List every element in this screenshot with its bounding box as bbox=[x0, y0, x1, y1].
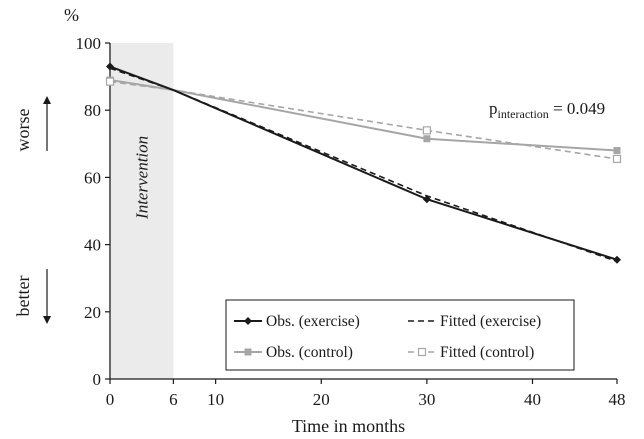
intervention-shaded-region bbox=[111, 43, 174, 379]
x-tick-label: 20 bbox=[313, 390, 330, 409]
x-tick-label: 40 bbox=[524, 390, 541, 409]
y-tick-label: 0 bbox=[93, 370, 102, 389]
better-indicator: better bbox=[13, 269, 51, 324]
intervention-label: Intervention bbox=[133, 136, 152, 220]
better-label: better bbox=[13, 276, 33, 317]
y-tick-label: 100 bbox=[76, 34, 102, 53]
series-line bbox=[109, 80, 618, 160]
series-line bbox=[109, 65, 618, 261]
y-axis-ticks: 0 20 40 60 80 100 bbox=[76, 34, 110, 389]
legend-item: Obs. (control) bbox=[234, 344, 353, 361]
p-subscript: interaction bbox=[498, 107, 549, 121]
x-tick-label: 0 bbox=[106, 390, 115, 409]
legend: Obs. (exercise) Fitted (exercise) Obs. (co… bbox=[225, 299, 575, 371]
series-fitted-control bbox=[105, 77, 622, 164]
p-value: = 0.049 bbox=[549, 99, 605, 118]
y-axis-title: % bbox=[64, 5, 79, 25]
legend-item: Obs. (exercise) bbox=[234, 313, 360, 330]
data-point bbox=[422, 195, 431, 204]
legend-swatch-marker bbox=[417, 347, 427, 357]
data-point bbox=[613, 255, 621, 264]
worse-arrow-head bbox=[43, 96, 51, 104]
x-tick-label: 10 bbox=[207, 390, 224, 409]
series-obs-exercise bbox=[106, 62, 621, 264]
y-tick-label: 20 bbox=[84, 303, 101, 322]
p-prefix: p bbox=[489, 99, 498, 118]
worse-indicator: worse bbox=[13, 96, 51, 152]
series-fitted-exercise bbox=[109, 67, 618, 263]
x-axis-title: Time in months bbox=[292, 416, 405, 436]
legend-label: Fitted (exercise) bbox=[440, 313, 541, 330]
data-point bbox=[422, 126, 431, 135]
legend-swatch-marker bbox=[244, 348, 252, 356]
y-tick-label: 40 bbox=[84, 236, 101, 255]
data-point bbox=[106, 62, 114, 71]
legend-box bbox=[225, 299, 575, 371]
series-line bbox=[109, 78, 618, 152]
x-tick-label: 48 bbox=[609, 390, 626, 409]
legend-item: Fitted (control) bbox=[408, 344, 534, 361]
series-layer bbox=[105, 62, 622, 264]
legend-label: Fitted (control) bbox=[440, 344, 534, 361]
better-arrow-head bbox=[43, 316, 51, 324]
x-tick-label: 30 bbox=[418, 390, 435, 409]
x-axis-ticks: 0 6 10 20 30 40 48 bbox=[106, 379, 626, 409]
worse-label: worse bbox=[13, 109, 33, 152]
x-tick-label: 6 bbox=[169, 390, 178, 409]
y-tick-label: 80 bbox=[84, 101, 101, 120]
legend-swatch-marker bbox=[244, 317, 252, 325]
data-point bbox=[423, 135, 431, 143]
data-point bbox=[612, 154, 622, 164]
data-point bbox=[613, 147, 621, 155]
series-line bbox=[109, 67, 618, 263]
legend-label: Obs. (exercise) bbox=[266, 313, 360, 330]
data-point bbox=[105, 77, 115, 86]
y-tick-label: 60 bbox=[84, 168, 101, 187]
legend-item: Fitted (exercise) bbox=[408, 313, 541, 330]
legend-label: Obs. (control) bbox=[266, 344, 353, 361]
p-interaction-annotation: pinteraction = 0.049 bbox=[489, 99, 605, 121]
